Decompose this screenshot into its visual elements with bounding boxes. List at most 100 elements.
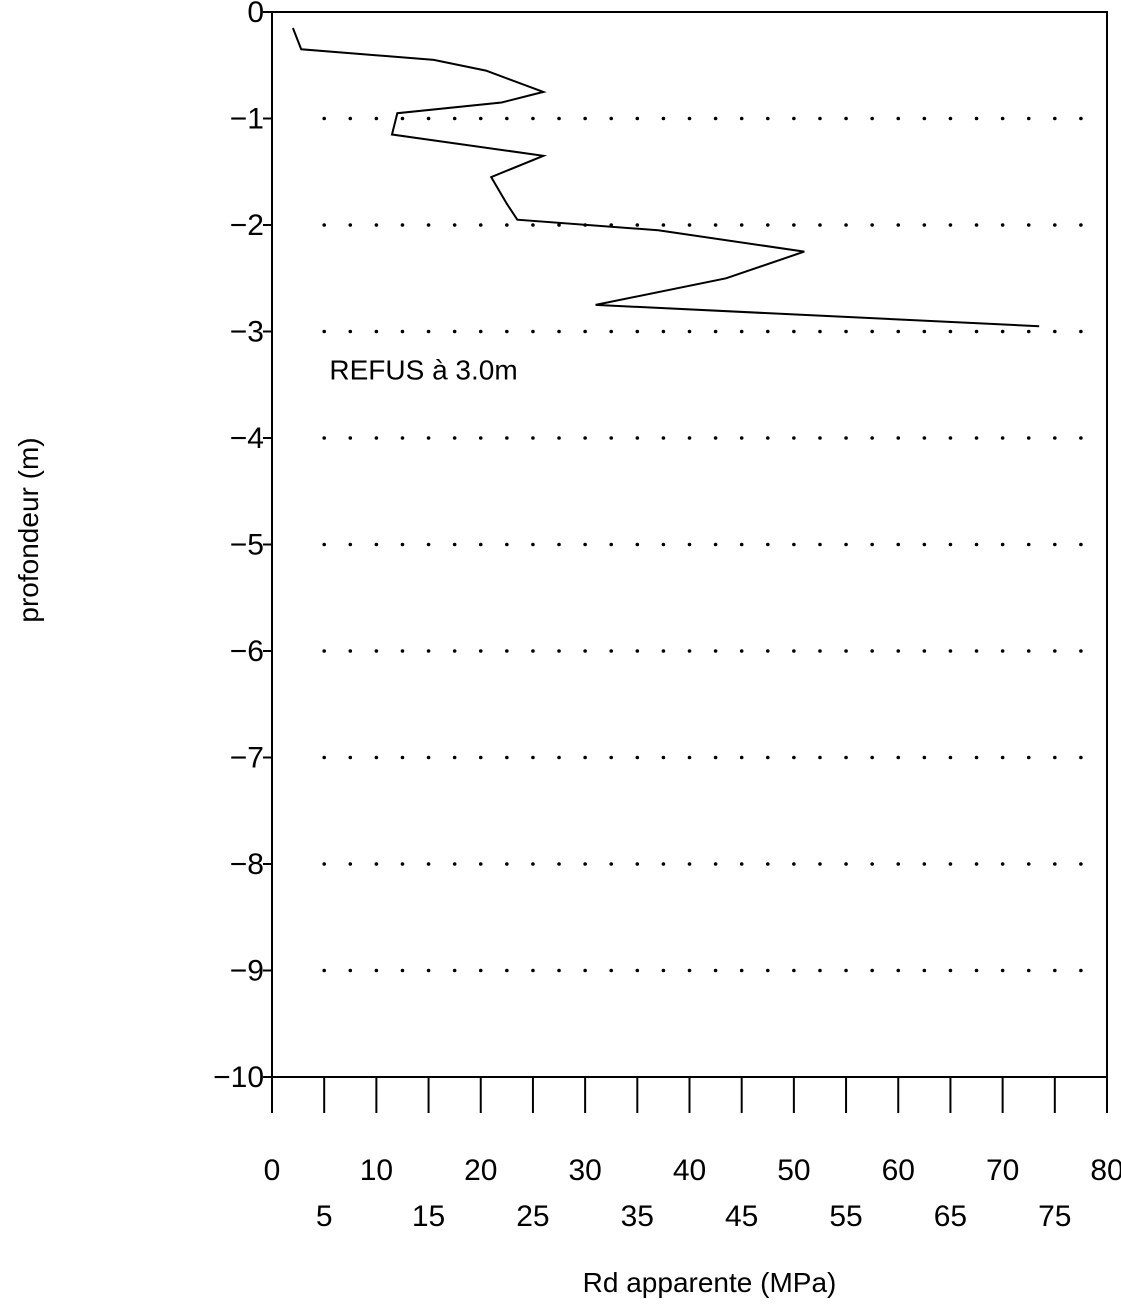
- grid-dot: [531, 649, 535, 653]
- grid-dot: [400, 968, 405, 973]
- grid-dot: [609, 755, 614, 760]
- grid-dot: [400, 649, 405, 653]
- y-tick-label: −3: [230, 316, 264, 349]
- grid-dot: [922, 223, 927, 227]
- grid-dot: [661, 755, 666, 760]
- grid-dot: [844, 223, 848, 227]
- grid-dot: [609, 436, 614, 440]
- grid-dot: [1026, 755, 1031, 760]
- grid-dot: [870, 436, 874, 440]
- grid-dot: [374, 436, 379, 440]
- grid-dot: [661, 436, 666, 440]
- grid-dot: [1079, 968, 1083, 973]
- grid-dot: [792, 862, 796, 866]
- grid-dot: [1053, 862, 1057, 866]
- grid-dot: [478, 968, 483, 973]
- grid-dot: [583, 862, 587, 866]
- grid-dot: [739, 223, 744, 227]
- grid-dot: [896, 862, 901, 866]
- grid-dot: [531, 755, 535, 760]
- grid-dot: [948, 755, 953, 760]
- grid-dot: [687, 223, 692, 227]
- grid-dot: [713, 968, 718, 973]
- grid-dot: [1053, 755, 1057, 760]
- grid-dot: [478, 649, 483, 653]
- grid-dot: [531, 116, 535, 121]
- grid-dot: [400, 436, 405, 440]
- grid-dot: [374, 968, 379, 973]
- x-tick-label: 35: [621, 1200, 654, 1233]
- grid-dot: [896, 116, 901, 121]
- grid-dot: [870, 862, 874, 866]
- grid-dot: [635, 649, 640, 653]
- grid-dot: [922, 755, 927, 760]
- grid-dot: [635, 542, 640, 547]
- grid-dot: [687, 542, 692, 547]
- grid-dot: [792, 542, 796, 547]
- grid-dot: [818, 649, 822, 653]
- grid-dot: [1079, 862, 1083, 866]
- grid-dot: [1000, 862, 1005, 866]
- grid-dot: [974, 968, 979, 973]
- grid-dot: [609, 968, 614, 973]
- grid-dot: [974, 542, 979, 547]
- grid-dot: [452, 116, 457, 121]
- grid-dot: [1053, 968, 1057, 973]
- grid-dot: [531, 862, 535, 866]
- grid-dot: [792, 436, 796, 440]
- grid-dot: [922, 436, 927, 440]
- grid-dot: [870, 116, 874, 121]
- grid-dot: [322, 223, 326, 227]
- grid-dot: [818, 116, 822, 121]
- grid-dot: [870, 329, 874, 334]
- x-tick-label: 0: [264, 1154, 281, 1187]
- x-tick-label: 70: [986, 1154, 1019, 1187]
- grid-dot: [922, 329, 927, 334]
- x-tick-label: 25: [516, 1200, 549, 1233]
- x-tick-label: 15: [412, 1200, 445, 1233]
- grid-dot: [818, 329, 822, 334]
- refus-annotation: REFUS à 3.0m: [329, 354, 517, 385]
- grid-dot: [870, 649, 874, 653]
- grid-dot: [739, 329, 744, 334]
- y-tick-label: −5: [230, 529, 264, 562]
- grid-dot: [765, 968, 770, 973]
- grid-dot: [739, 968, 744, 973]
- grid-dot: [896, 223, 901, 227]
- grid-dot: [583, 116, 587, 121]
- grid-dot: [400, 329, 405, 334]
- grid-dot: [948, 649, 953, 653]
- grid-dot: [661, 862, 666, 866]
- grid-dot: [635, 116, 640, 121]
- grid-dot: [948, 436, 953, 440]
- grid-dot: [557, 223, 561, 227]
- grid-dot: [452, 862, 457, 866]
- grid-dot: [1053, 223, 1057, 227]
- grid-dot: [478, 755, 483, 760]
- grid-dot: [452, 755, 457, 760]
- grid-dot: [505, 436, 509, 440]
- grid-dot: [400, 862, 405, 866]
- grid-dot: [322, 116, 326, 121]
- grid-dot: [896, 542, 901, 547]
- grid-dot: [922, 968, 927, 973]
- grid-dot: [1026, 223, 1031, 227]
- grid-dot: [896, 649, 901, 653]
- grid-dot: [1026, 116, 1031, 121]
- grid-dot: [322, 436, 326, 440]
- grid-dot: [922, 116, 927, 121]
- grid-dot: [765, 223, 770, 227]
- grid-dot: [583, 649, 587, 653]
- grid-dot: [870, 542, 874, 547]
- grid-dot: [348, 116, 353, 121]
- grid-dot: [870, 223, 874, 227]
- grid-dot: [661, 542, 666, 547]
- grid-dot: [687, 862, 692, 866]
- grid-dot: [374, 755, 379, 760]
- y-tick-label: 0: [247, 0, 264, 29]
- grid-dot: [452, 542, 457, 547]
- y-tick-label: −7: [230, 742, 264, 775]
- grid-dot: [426, 116, 431, 121]
- grid-dot: [400, 542, 405, 547]
